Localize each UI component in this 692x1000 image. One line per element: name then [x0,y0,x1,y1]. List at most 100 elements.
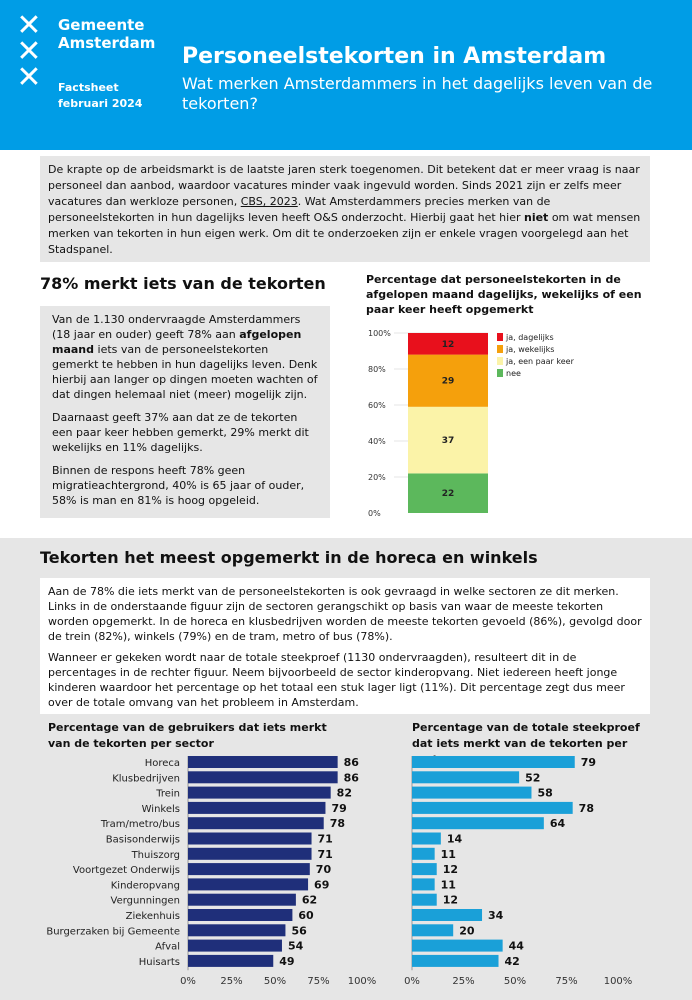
legend-swatch [497,333,503,341]
bar [412,954,499,967]
bar [188,786,331,799]
bar-value-label: 11 [441,878,456,891]
bar-value-label: 49 [279,955,294,968]
bar-value-label: 70 [316,863,332,876]
bar-value-label: 60 [298,909,314,922]
segment-value-label: 29 [442,377,455,387]
bar [412,817,544,830]
doc-date: februari 2024 [58,97,143,110]
header-banner: ✕ ✕ ✕ Gemeente Amsterdam Factsheet febru… [0,0,692,150]
segment-value-label: 12 [442,340,455,350]
category-label: Klusbedrijven [112,773,180,784]
category-label: Trein [155,789,180,800]
category-label: Kinderopvang [111,880,180,891]
bar-value-label: 56 [291,924,307,937]
bar [412,756,575,768]
bar [188,801,326,814]
legend-label: ja, wekelijks [505,345,554,354]
bar [188,939,282,952]
bar-value-label: 42 [505,955,520,968]
bar [188,893,296,906]
bar-value-label: 62 [302,894,317,907]
x-tick-label: 100% [348,976,377,987]
legend-label: ja, dagelijks [505,333,554,342]
y-tick-label: 40% [368,437,386,446]
bar-value-label: 11 [441,848,456,861]
bar [412,863,437,876]
x-tick-label: 50% [264,976,286,987]
x-tick-label: 50% [504,976,526,987]
section2-heading: Tekorten het meest opgemerkt in de horec… [40,548,538,567]
y-tick-label: 80% [368,365,386,374]
bar [412,893,437,906]
paragraph: Daarnaast geeft 37% aan dat ze de tekort… [52,411,309,454]
bar-value-label: 78 [330,817,345,830]
cross-icon: ✕ [16,60,42,95]
category-label: Horeca [145,758,180,769]
section1-heading: 78% merkt iets van de tekorten [40,274,326,293]
left-sector-bar-chart: Horeca 86 Klusbedrijven 86 Trein 82 Winkels 79 T… [46,756,377,987]
document-meta: Factsheet februari 2024 [58,80,142,112]
bar-value-label: 58 [537,787,552,800]
stack-segment [408,473,488,513]
section2-text-box: Aan de 78% die iets merkt van de persone… [40,578,650,714]
legend-swatch [497,369,503,377]
bar-value-label: 44 [509,940,525,953]
category-label: Thuiszorg [131,850,180,861]
bar-value-label: 64 [550,817,566,830]
bar-value-label: 78 [579,802,594,815]
bar-value-label: 79 [331,802,346,815]
city-logo: ✕ ✕ ✕ [14,8,44,95]
bar [412,878,435,891]
bar-value-label: 12 [443,863,458,876]
category-label: Ziekenhuis [126,911,180,922]
x-tick-label: 0% [404,976,420,987]
bar [188,909,293,921]
bar-value-label: 82 [337,787,352,800]
bar-value-label: 52 [525,771,540,784]
bar [188,863,310,876]
category-label: Voortgezet Onderwijs [73,865,180,876]
right-sector-bar-chart: 79 52 58 78 64 14 11 12 11 12 34 20 44 42 0% 25% 50% 75% 1… [404,756,632,987]
bar [412,939,503,952]
bar [188,924,286,937]
organization-name: Gemeente Amsterdam [58,16,156,52]
bar-value-label: 54 [288,940,304,953]
y-tick-label: 60% [368,401,386,410]
paragraph: Binnen de respons heeft 78% geen migrati… [52,464,305,507]
bar [412,847,435,860]
intro-box: De krapte op de arbeidsmarkt is de laats… [40,156,650,262]
bar [188,847,312,860]
left-chart-title: Percentage van de gebruikers dat iets me… [48,721,327,750]
x-tick-label: 25% [452,976,474,987]
bar [188,817,324,830]
category-label: Huisarts [139,957,180,968]
stack-segment [408,354,488,407]
stack-segment [408,406,488,474]
bar [188,878,309,891]
legend-label: nee [506,369,521,378]
bar [412,801,573,814]
x-tick-label: 75% [555,976,577,987]
legend-label: ja, een paar keer [505,357,575,366]
bar-value-label: 71 [318,833,333,846]
bar [188,954,274,967]
bar-value-label: 20 [459,924,475,937]
cbs-link[interactable]: CBS, 2023 [240,195,298,208]
bar-value-label: 79 [581,756,596,769]
y-tick-label: 20% [368,473,386,482]
legend-swatch [497,345,503,353]
bar-value-label: 86 [344,756,360,769]
category-label: Winkels [142,804,180,815]
cross-icon: ✕ [16,8,42,43]
category-label: Burgerzaken bij Gemeente [46,926,180,937]
legend-swatch [497,357,503,365]
bar [412,832,441,845]
cross-icon: ✕ [16,34,42,69]
y-tick-label: 0% [368,509,381,518]
stack-segment [408,333,488,355]
bar [412,786,532,799]
bar [412,909,483,921]
doc-type: Factsheet [58,81,119,94]
y-tick-label: 100% [368,329,391,338]
